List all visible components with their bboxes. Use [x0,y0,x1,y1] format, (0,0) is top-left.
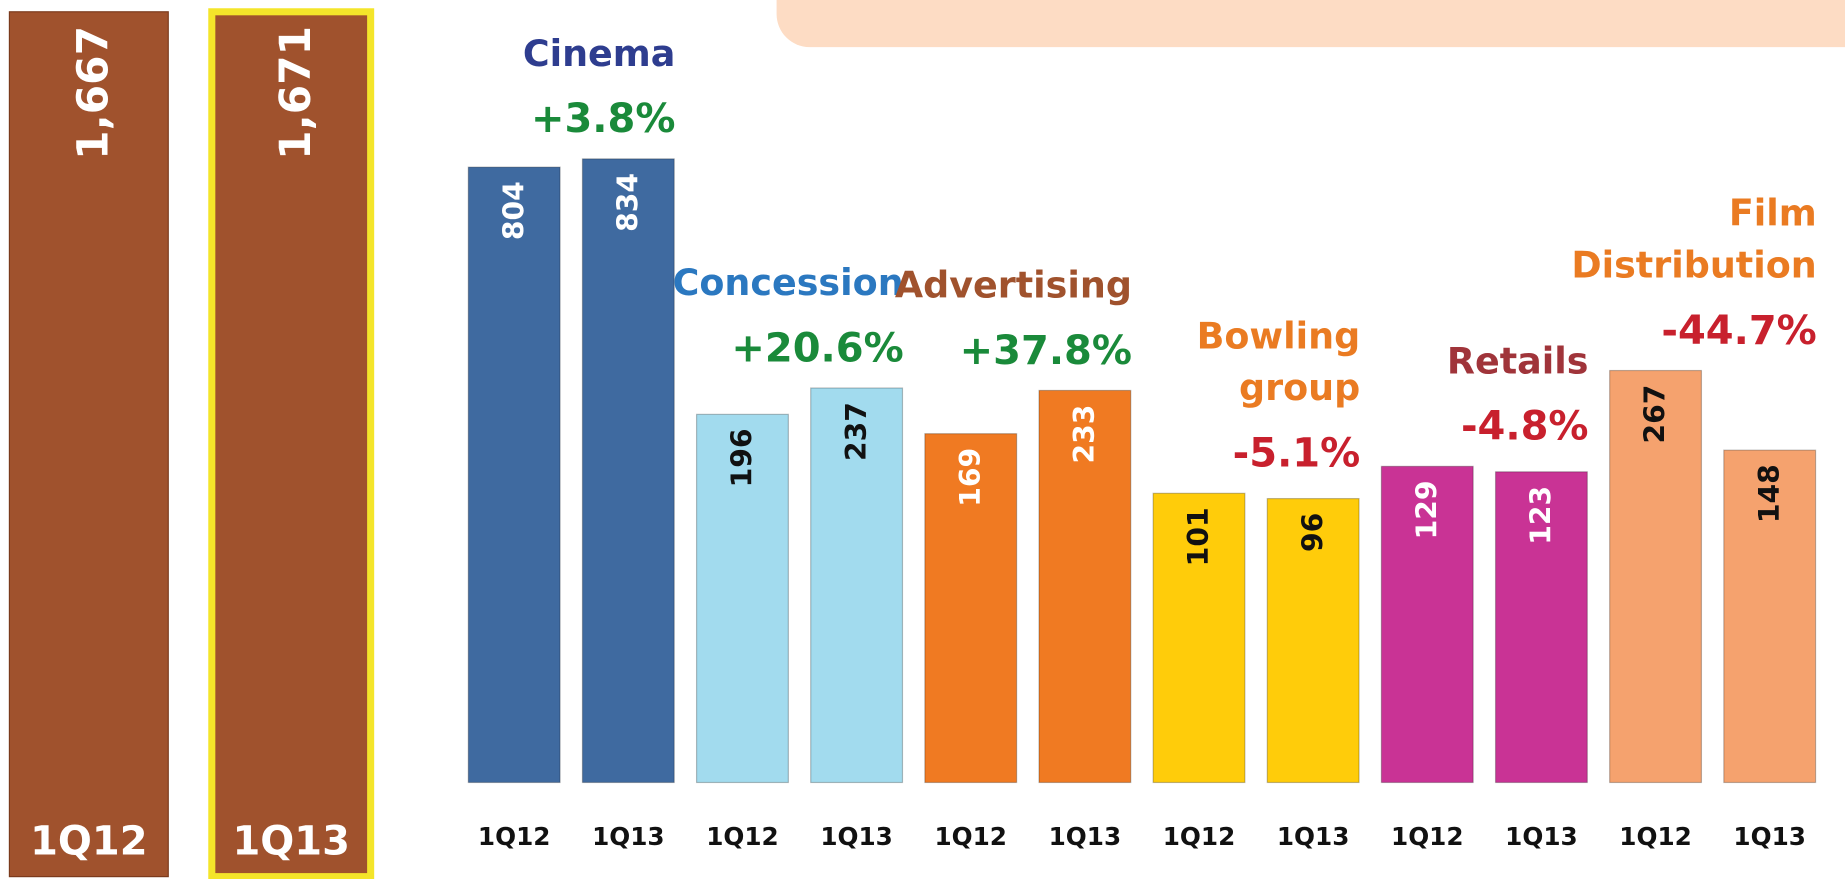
x-tick-label: 1Q13 [592,822,665,851]
x-tick-label: 1Q13 [820,822,893,851]
bar-value-label: 129 [1410,480,1443,539]
bar-value-label: 96 [1296,513,1329,552]
group-name: Cinema [523,32,676,75]
x-tick-label: 1Q12 [934,822,1007,851]
bar-value-label: 804 [497,181,530,240]
bar [1494,471,1588,784]
total-category-label: 1Q12 [30,819,148,865]
group-name: Concession [673,261,904,304]
bar [1038,389,1132,784]
x-tick-label: 1Q13 [1049,822,1122,851]
group-name: Advertising [895,263,1132,306]
total-value-label: 1,667 [68,26,117,160]
bar [1380,465,1474,784]
group-name: Bowling [1197,314,1361,357]
bar-value-label: 123 [1525,486,1558,545]
bar-value-label: 101 [1182,507,1215,566]
x-tick-label: 1Q13 [1277,822,1350,851]
bar [467,166,561,784]
bar [1266,497,1360,784]
x-tick-label: 1Q12 [706,822,779,851]
bar [581,158,675,784]
x-tick-label: 1Q12 [1619,822,1692,851]
change-label: -4.8% [1461,404,1589,450]
bar-value-label: 148 [1753,464,1786,523]
total-category-label: 1Q13 [232,819,350,865]
bar [1152,492,1246,784]
x-tick-label: 1Q13 [1733,822,1806,851]
bar-value-label: 237 [840,402,873,461]
bar [810,387,904,784]
banner [776,0,1845,48]
bar-value-label: 196 [726,428,759,487]
group-name: Film [1729,192,1817,235]
total-bar [8,11,169,878]
bar [1723,449,1817,784]
change-label: +20.6% [731,325,903,371]
total-bar [208,8,375,879]
x-tick-label: 1Q12 [1163,822,1236,851]
bar-value-label: 834 [612,173,645,232]
group-name: Retails [1447,339,1589,382]
bar [1609,369,1703,784]
x-tick-label: 1Q13 [1505,822,1578,851]
bar-value-label: 169 [954,448,987,507]
group-name: group [1239,366,1360,409]
change-label: +37.8% [960,328,1132,374]
group-name: Distribution [1571,243,1816,286]
bar-value-label: 267 [1639,385,1672,444]
change-label: -5.1% [1233,431,1361,477]
total-value-label: 1,671 [271,26,320,160]
x-tick-label: 1Q12 [1391,822,1464,851]
bar [695,413,789,784]
x-tick-label: 1Q12 [478,822,551,851]
bar-value-label: 233 [1068,405,1101,464]
change-label: +3.8% [531,96,675,142]
bar [924,433,1018,784]
change-label: -44.7% [1661,308,1816,354]
